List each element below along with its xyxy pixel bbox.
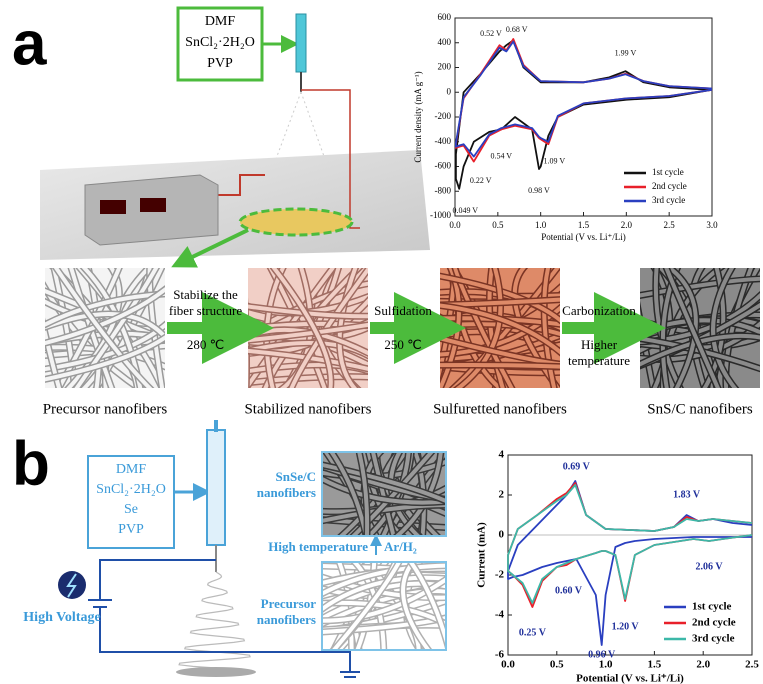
precursor-text: PVP: [207, 56, 233, 71]
voltage-label: High Voltage: [23, 610, 100, 625]
y-tick-label: -1000: [430, 210, 451, 220]
x-axis-label: Potential (V vs. Li⁺/Li): [541, 232, 626, 242]
annotation: 1.99 V: [615, 49, 637, 58]
fiber-label: Precursor nanofibers: [43, 401, 168, 417]
x-tick-label: 2.0: [696, 659, 710, 671]
legend-label: 3rd cycle: [652, 195, 685, 205]
panel-label: a: [12, 9, 47, 78]
precursor-text: DMF: [205, 14, 236, 29]
fiber-label: Precursor: [261, 596, 317, 611]
syringe: [207, 430, 225, 545]
annotation: 0.96 V: [588, 649, 616, 660]
x-tick-label: 2.0: [621, 220, 633, 230]
y-tick-label: 0: [447, 86, 452, 96]
x-tick-label: 0.0: [449, 220, 461, 230]
annotation: 0.60 V: [555, 585, 583, 596]
annotation: 0.98 V: [528, 186, 550, 195]
annotation: 1.20 V: [612, 621, 640, 632]
step-text: Stabilize the: [173, 287, 238, 302]
annotation: 0.69 V: [563, 461, 591, 472]
annotation: 2.06 V: [696, 561, 724, 572]
fiber-label: SnSe/C: [276, 469, 316, 484]
step-text: fiber structure: [169, 303, 243, 318]
x-tick-label: 1.0: [599, 659, 613, 671]
y-tick-label: -400: [435, 136, 452, 146]
annotation: 0.68 V: [506, 25, 528, 34]
collector: [240, 209, 352, 235]
y-tick-label: -6: [495, 649, 505, 661]
y-tick-label: -200: [435, 111, 452, 121]
annotation: 0.049 V: [452, 206, 478, 215]
fiber: [241, 248, 247, 408]
legend-label: 2nd cycle: [652, 181, 687, 191]
x-tick-label: 3.0: [706, 220, 718, 230]
fiber-label: SnS/C nanofibers: [647, 401, 753, 417]
y-tick-label: 2: [499, 489, 505, 501]
annotation: 0.52 V: [480, 29, 502, 38]
fiber-label: Stabilized nanofibers: [244, 401, 371, 417]
x-tick-label: 0.5: [550, 659, 564, 671]
step-text: Sulfidation: [374, 303, 432, 318]
precursor-text: DMF: [116, 462, 147, 477]
annotation: 0.22 V: [470, 176, 492, 185]
series-line: [508, 485, 752, 603]
y-tick-label: -2: [495, 569, 505, 581]
display: [140, 198, 166, 212]
fiber-image: [5, 248, 185, 408]
x-tick-label: 0.5: [492, 220, 504, 230]
precursor-text: SnCl₂·2H₂O: [185, 35, 255, 50]
x-tick-label: 2.5: [664, 220, 676, 230]
figure: a b DMF SnCl₂·2H₂O PVP Precursor nanofibers…: [0, 0, 763, 684]
legend-label: 1st cycle: [692, 601, 732, 613]
y-tick-label: 400: [438, 37, 452, 47]
y-tick-label: 0: [499, 529, 505, 541]
annotation: 1.09 V: [544, 156, 566, 165]
fiber-label: nanofibers: [257, 485, 316, 500]
fiber-label: Sulfuretted nanofibers: [433, 401, 567, 417]
step-text: temperature: [568, 353, 630, 368]
syringe: [296, 14, 306, 72]
y-tick-label: 600: [438, 12, 452, 22]
y-axis-label: Current density (mA g⁻¹): [413, 71, 423, 162]
fiber-label: nanofibers: [257, 612, 316, 627]
x-tick-label: 1.5: [648, 659, 662, 671]
legend-label: 1st cycle: [652, 167, 684, 177]
step-text: Carbonization: [562, 303, 636, 318]
annotation: 1.83 V: [673, 489, 701, 500]
y-tick-label: 200: [438, 62, 452, 72]
y-tick-label: -4: [495, 609, 505, 621]
step-text: 280 ℃: [187, 337, 224, 352]
fiber: [241, 248, 247, 408]
precursor-text: PVP: [118, 522, 144, 537]
precursor-text: SnCl₂·2H₂O: [96, 482, 166, 497]
x-tick-label: 1.5: [578, 220, 590, 230]
display: [100, 200, 126, 214]
x-axis-label: Potential (V vs. Li⁺/Li): [576, 673, 684, 684]
step-text: 250 ℃: [384, 337, 421, 352]
y-tick-label: -800: [435, 185, 452, 195]
treatment: High temperature: [268, 539, 368, 554]
step-text: Higher: [581, 337, 618, 352]
legend-label: 3rd cycle: [692, 633, 735, 645]
jet-spiral: [179, 572, 250, 668]
panel-label: b: [12, 429, 50, 498]
y-axis-label: Current (mA): [476, 522, 488, 588]
y-tick-label: -600: [435, 161, 452, 171]
x-tick-label: 1.0: [535, 220, 547, 230]
annotation: 0.25 V: [519, 627, 547, 638]
precursor-text: Se: [124, 502, 138, 517]
annotation: 0.54 V: [490, 151, 512, 160]
series-line: [508, 483, 752, 607]
legend-label: 2nd cycle: [692, 617, 736, 629]
wire: [100, 560, 216, 600]
y-tick-label: 4: [499, 449, 505, 461]
x-tick-label: 2.5: [745, 659, 759, 671]
atmosphere: Ar/H₂: [384, 539, 417, 554]
collector: [176, 667, 256, 677]
